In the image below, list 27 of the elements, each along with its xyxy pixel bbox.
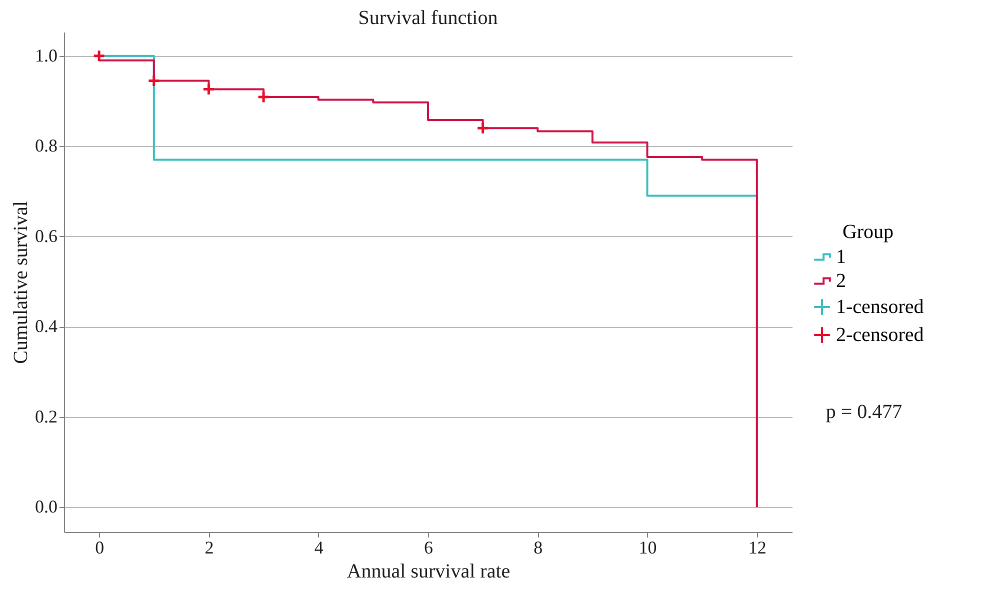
- y-tick-label: 0.2: [35, 406, 58, 426]
- legend-title: Group: [842, 221, 894, 243]
- legend-label: 1: [836, 246, 846, 268]
- x-tick-label: 10: [638, 538, 657, 558]
- y-tick-label: 0.4: [35, 316, 58, 336]
- y-axis-title: Cumulative survival: [10, 200, 32, 364]
- point: [257, 90, 270, 104]
- point: [476, 122, 490, 135]
- y-tick-label: 1.0: [35, 45, 58, 66]
- x-tick-label: 6: [424, 538, 433, 558]
- point: [202, 82, 216, 96]
- x-tick-label: 0: [95, 538, 104, 558]
- x-tick-label: 4: [314, 538, 324, 558]
- x-axis-title: Annual survival rate: [346, 560, 510, 582]
- x-tick-label: 12: [748, 538, 766, 558]
- point: [147, 74, 160, 88]
- x-tick-label: 8: [534, 538, 543, 558]
- legend-label: 2-censored: [836, 324, 924, 346]
- chart-title: Survival function: [358, 7, 498, 29]
- text: p = 0.477: [826, 401, 902, 423]
- y-tick-label: 0.8: [35, 136, 58, 156]
- x-tick-label: 2: [204, 538, 214, 558]
- point: [92, 49, 106, 62]
- y-tick-label: 0.6: [35, 226, 58, 246]
- y-tick-label: 0.0: [35, 496, 58, 517]
- legend-label: 1-censored: [836, 296, 924, 318]
- legend-label: 2: [836, 270, 846, 292]
